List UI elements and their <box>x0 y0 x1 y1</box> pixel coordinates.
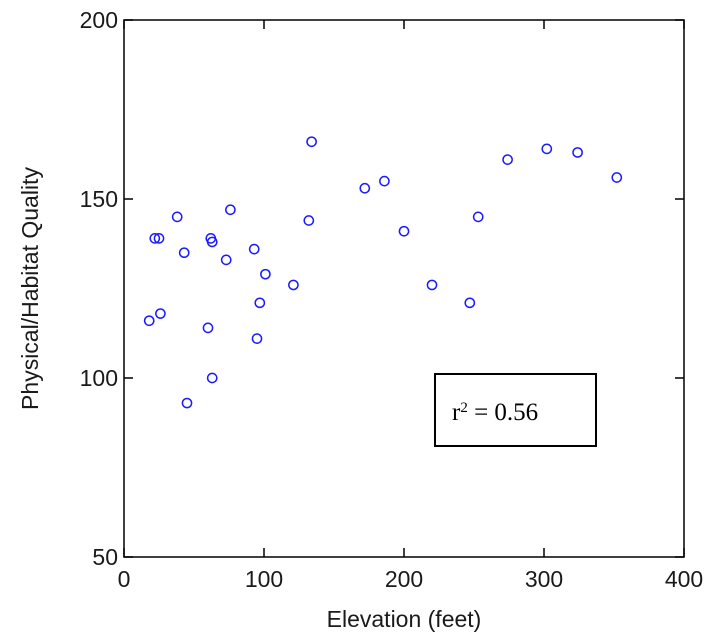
data-point <box>379 175 390 187</box>
annotation-box <box>434 373 597 447</box>
x-tick-label: 400 <box>665 566 703 592</box>
y-tick-label: 200 <box>80 7 118 33</box>
y-axis-title: Physical/Habitat Quality <box>17 167 43 410</box>
plot-area-frame <box>123 19 685 558</box>
data-point <box>288 279 299 291</box>
data-point <box>502 154 513 165</box>
x-tick-label: 300 <box>525 566 563 592</box>
data-point <box>248 243 260 255</box>
data-point <box>254 297 266 309</box>
data-point <box>178 247 190 259</box>
y-tick-label: 50 <box>92 544 118 570</box>
x-tick-label: 200 <box>385 566 423 592</box>
data-point <box>359 182 371 194</box>
data-point <box>541 143 553 155</box>
y-tick-label: 100 <box>80 365 118 391</box>
data-point <box>181 397 193 409</box>
annotation-text: r2 = 0.56 <box>452 399 538 426</box>
annotation-base: r <box>452 399 461 426</box>
data-point <box>398 225 410 237</box>
data-points <box>143 136 623 409</box>
r-squared-annotation: r2 = 0.56 <box>434 373 597 447</box>
y-tick-label: 150 <box>80 186 118 212</box>
data-point <box>149 233 161 244</box>
data-point <box>306 136 317 148</box>
data-point <box>426 279 438 291</box>
data-point <box>225 204 236 216</box>
annotation-value: = 0.56 <box>468 399 538 426</box>
data-point <box>472 211 484 223</box>
data-point <box>202 322 214 334</box>
data-point <box>143 315 155 327</box>
x-tick-label: 100 <box>245 566 283 592</box>
annotation-exponent: 2 <box>460 400 468 416</box>
data-point <box>155 308 166 319</box>
data-point <box>572 147 583 158</box>
data-point <box>260 268 271 280</box>
data-point <box>171 211 183 223</box>
data-point <box>153 233 165 244</box>
data-point <box>220 254 232 266</box>
axis-ticks <box>123 19 685 558</box>
data-point <box>251 333 263 344</box>
data-point <box>206 372 218 384</box>
data-point <box>206 236 218 248</box>
x-tick-label: 0 <box>118 566 131 592</box>
x-axis-title: Elevation (feet) <box>327 606 482 632</box>
data-point <box>611 172 623 183</box>
data-point <box>464 297 476 309</box>
axis-tick-labels: 0 100 200 300 400 50 100 150 200 <box>80 7 704 592</box>
data-point <box>303 215 315 226</box>
